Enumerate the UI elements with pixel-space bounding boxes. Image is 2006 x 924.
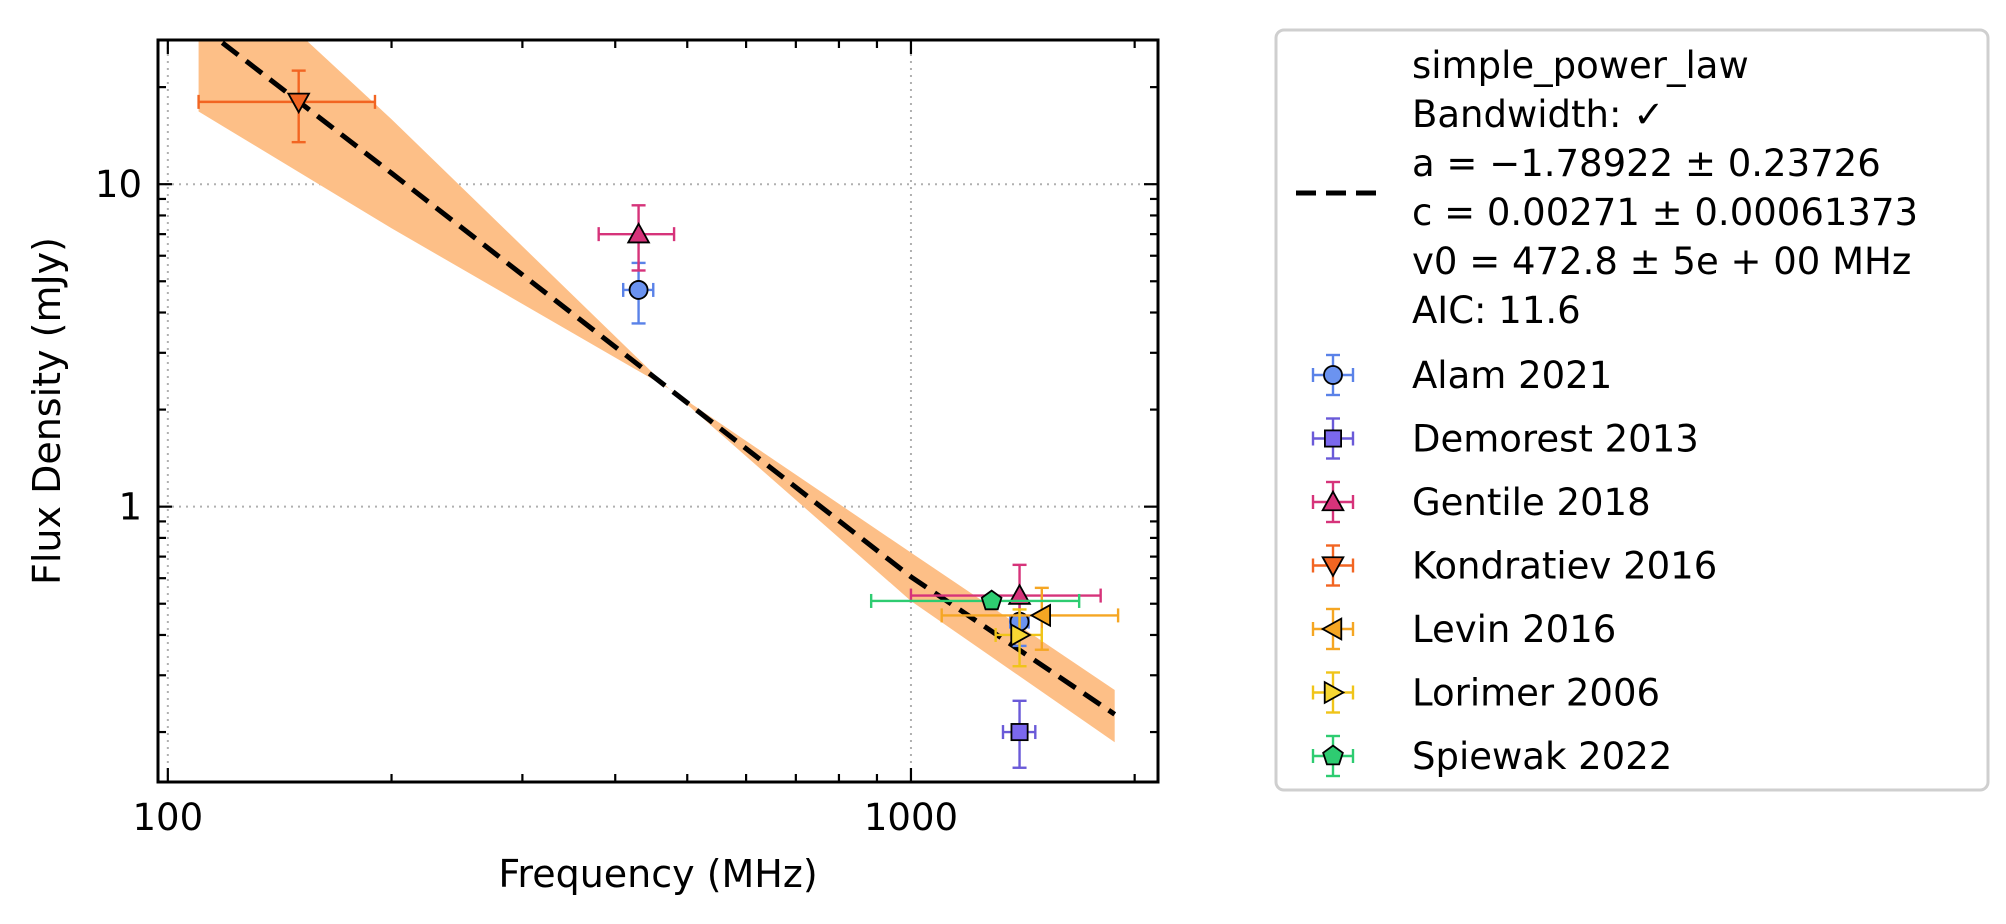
- legend-marker: [1324, 366, 1342, 384]
- legend-label: Demorest 2013: [1412, 418, 1699, 461]
- legend-marker: [1325, 430, 1341, 446]
- legend-label: Levin 2016: [1412, 608, 1616, 651]
- series-demorest-2013: [1003, 701, 1035, 768]
- legend-fit-text: Bandwidth: ✓: [1412, 93, 1664, 136]
- fit-band: [199, 0, 1115, 742]
- x-axis-label: Frequency (MHz): [498, 852, 817, 896]
- legend-fit-text: v0 = 472.8 ± 5e + 00 MHz: [1412, 240, 1911, 283]
- data-point: [1011, 724, 1027, 740]
- legend-fit-text: c = 0.00271 ± 0.00061373: [1412, 191, 1918, 234]
- legend-fit-text: simple_power_law: [1412, 44, 1749, 87]
- data-point: [630, 281, 648, 299]
- legend: simple_power_law Bandwidth: ✓ a = −1.78922…: [1276, 30, 1988, 790]
- series-alam-2021: [623, 263, 1028, 646]
- data-point: [982, 591, 1002, 610]
- fit-confidence-band: [199, 0, 1115, 742]
- y-tick-label: 10: [95, 163, 142, 206]
- x-tick-label: 100: [133, 796, 204, 839]
- legend-label: Kondratiev 2016: [1412, 545, 1717, 588]
- legend-label: Alam 2021: [1412, 354, 1612, 397]
- axes: 100 1000 1 10: [95, 40, 1158, 839]
- series-gentile-2018: [599, 205, 1101, 635]
- x-tick-label: 1000: [864, 796, 958, 839]
- legend-label: Gentile 2018: [1412, 481, 1651, 524]
- legend-fit-text: a = −1.78922 ± 0.23726: [1412, 142, 1881, 185]
- legend-label: Lorimer 2006: [1412, 672, 1660, 715]
- legend-fit-text: AIC: 11.6: [1412, 289, 1581, 332]
- y-axis-label: Flux Density (mJy): [25, 237, 69, 585]
- y-tick-label: 1: [118, 486, 142, 529]
- legend-label: Spiewak 2022: [1412, 735, 1672, 778]
